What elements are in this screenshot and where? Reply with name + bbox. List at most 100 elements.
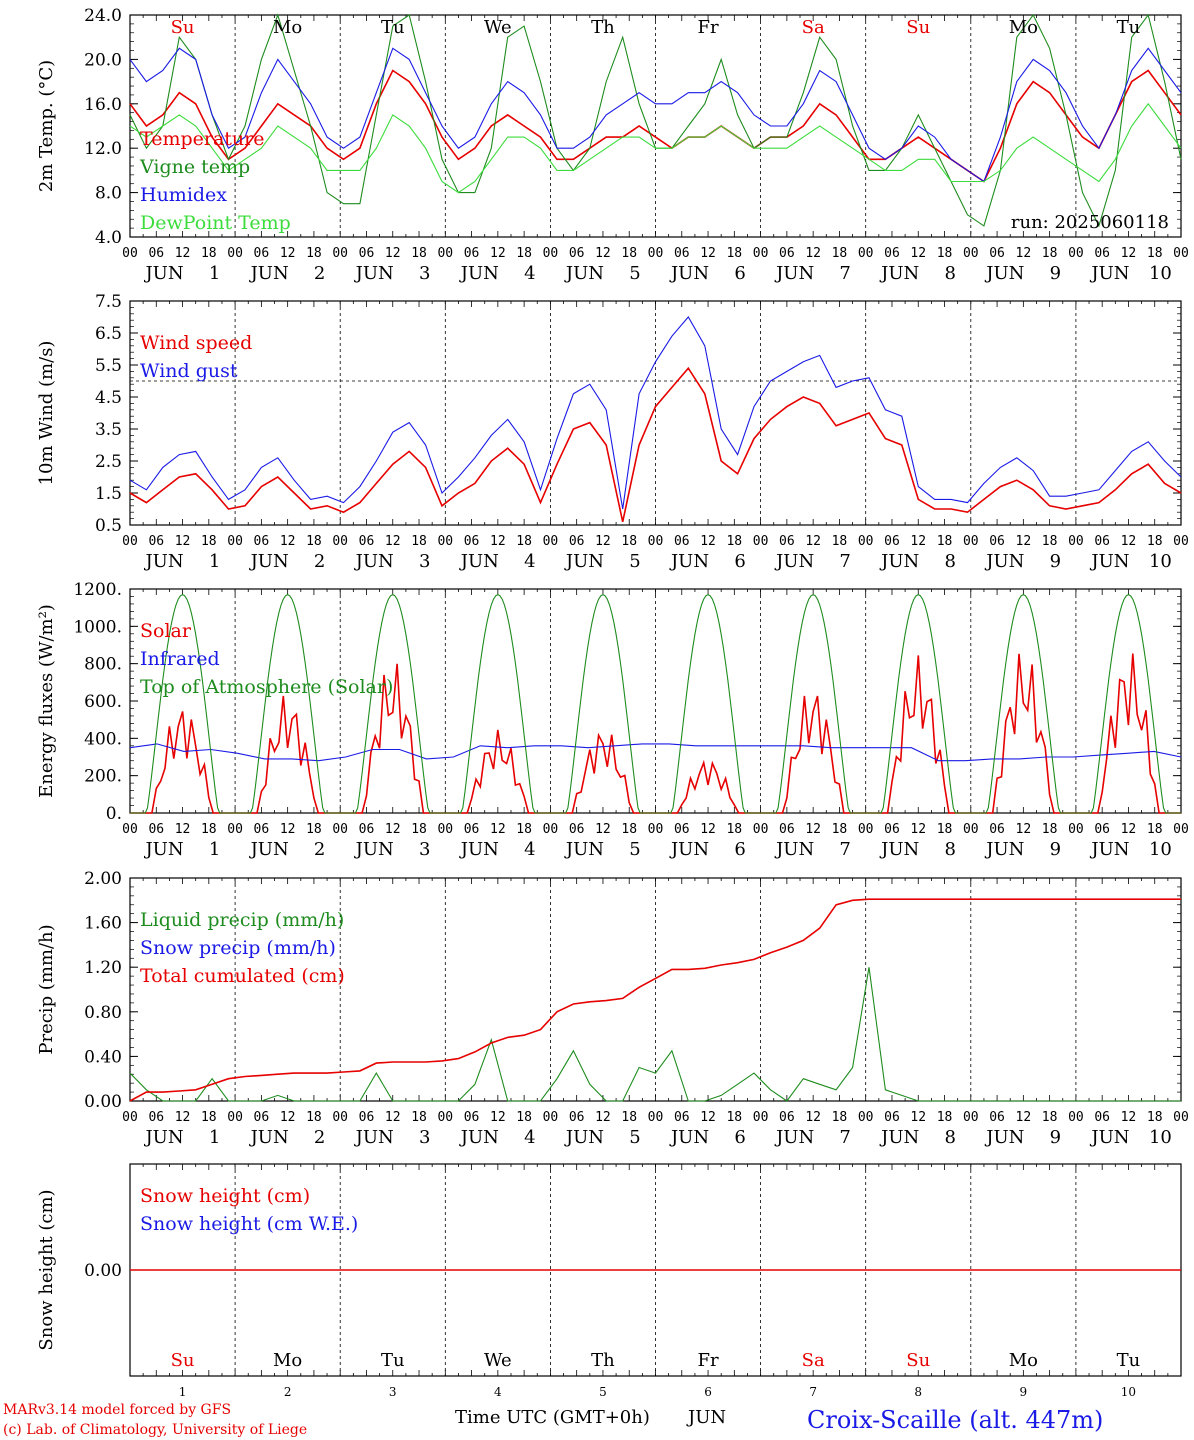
hour-tick-label: 00 [543, 246, 559, 261]
day-number-label: 3 [419, 263, 430, 284]
hour-tick-label: 06 [779, 246, 795, 261]
y-tick-label: 4.0 [95, 228, 122, 248]
hour-tick-label: 12 [700, 1110, 716, 1125]
hour-tick-label: 00 [332, 534, 348, 549]
hour-tick-label: 06 [674, 822, 690, 837]
hour-tick-label: 00 [122, 1110, 138, 1125]
hour-tick-label: 12 [175, 1110, 191, 1125]
y-tick-label: 16.0 [84, 95, 122, 115]
hour-tick-label: 06 [359, 822, 375, 837]
series-liquid-precip-mm-h- [129, 967, 1181, 1102]
hour-tick-label: 00 [648, 534, 664, 549]
hour-tick-label: 18 [832, 246, 848, 261]
hour-tick-label: 00 [1068, 534, 1084, 549]
day-number-label: 6 [734, 263, 745, 284]
day-month-label: JUN [984, 263, 1024, 284]
hour-tick-label: 00 [227, 1110, 243, 1125]
day-month-label: JUN [564, 263, 604, 284]
hour-tick-label: 12 [910, 246, 926, 261]
day-number-label: 6 [734, 839, 745, 860]
hour-tick-label: 00 [122, 822, 138, 837]
day-number-label: 2 [314, 839, 325, 860]
day-number-label: 5 [629, 263, 640, 284]
day-number-label: 3 [419, 839, 430, 860]
series-total-cumulated-cm- [129, 898, 1181, 1102]
series-wind-gust [129, 316, 1182, 510]
day-month-label: JUN [459, 551, 499, 572]
y-axis-title: Energy fluxes (W/m²) [36, 604, 57, 798]
y-tick-label: 0.5 [95, 516, 122, 536]
hour-tick-label: 18 [1042, 534, 1058, 549]
day-number-label: 5 [629, 1127, 640, 1148]
hour-tick-label: 18 [621, 822, 637, 837]
y-tick-label: 200. [84, 767, 122, 787]
hour-tick-label: 00 [122, 534, 138, 549]
hour-tick-label: 00 [753, 1110, 769, 1125]
day-number-label: 4 [524, 263, 535, 284]
y-tick-label: 1000. [73, 617, 122, 637]
y-tick-label: 1.20 [84, 958, 122, 978]
day-month-label: JUN [669, 839, 709, 860]
y-tick-label: 12.0 [84, 139, 122, 159]
hour-tick-label: 00 [1068, 822, 1084, 837]
hour-tick-label: 12 [490, 246, 506, 261]
hour-tick-label: 18 [621, 246, 637, 261]
y-tick-label: 20.0 [84, 50, 122, 70]
series-dewpoint-temp [129, 102, 1182, 194]
hour-tick-label: 00 [963, 1110, 979, 1125]
day-month-label: JUN [459, 1127, 499, 1148]
hour-tick-label: 18 [201, 822, 217, 837]
weekday-label: Th [591, 1350, 615, 1371]
y-tick-label: 600. [84, 692, 122, 712]
day-month-label: JUN [1089, 551, 1129, 572]
hour-tick-label: 18 [832, 1110, 848, 1125]
hour-tick-label: 18 [1147, 822, 1163, 837]
hour-tick-label: 06 [359, 246, 375, 261]
hour-tick-label: 12 [910, 822, 926, 837]
hour-tick-label: 18 [937, 822, 953, 837]
weekday-label: Su [906, 17, 930, 38]
hour-tick-label: 00 [648, 1110, 664, 1125]
hour-tick-label: 12 [805, 822, 821, 837]
day-month-label: JUN [984, 551, 1024, 572]
y-tick-label: 0. [106, 804, 122, 824]
hour-tick-label: 06 [1094, 1110, 1110, 1125]
legend-solar: Solar [140, 620, 192, 642]
hour-tick-label: 00 [122, 246, 138, 261]
hour-tick-label: 18 [411, 1110, 427, 1125]
hour-tick-label: 06 [254, 246, 270, 261]
day-month-label: JUN [459, 263, 499, 284]
hour-tick-label: 12 [595, 534, 611, 549]
hour-tick-label: 12 [1121, 534, 1137, 549]
y-axis-title: Snow height (cm) [36, 1189, 57, 1350]
hour-tick-label: 12 [1121, 1110, 1137, 1125]
day-month-label: JUN [879, 1127, 919, 1148]
hour-tick-label: 06 [1094, 822, 1110, 837]
day-number-label: 10 [1149, 1127, 1172, 1148]
hour-tick-label: 06 [569, 246, 585, 261]
hour-tick-label: 06 [569, 1110, 585, 1125]
day-number-small: 9 [1020, 1385, 1028, 1399]
day-month-label: JUN [669, 1127, 709, 1148]
hour-tick-label: 00 [858, 1110, 874, 1125]
legend-snow-height-cm-: Snow height (cm) [140, 1185, 310, 1207]
hour-tick-label: 12 [700, 822, 716, 837]
day-number-label: 7 [839, 263, 850, 284]
hour-tick-label: 18 [726, 246, 742, 261]
hour-tick-label: 06 [464, 246, 480, 261]
y-tick-label: 2.00 [84, 869, 122, 889]
day-number-label: 8 [945, 263, 956, 284]
hour-tick-label: 06 [884, 822, 900, 837]
day-month-label: JUN [774, 263, 814, 284]
hour-tick-label: 12 [1121, 246, 1137, 261]
hour-tick-label: 18 [306, 1110, 322, 1125]
hour-tick-label: 18 [1042, 1110, 1058, 1125]
hour-tick-label: 00 [543, 534, 559, 549]
hour-tick-label: 00 [332, 822, 348, 837]
hour-tick-label: 00 [543, 1110, 559, 1125]
hour-tick-label: 12 [1016, 822, 1032, 837]
hour-tick-label: 00 [437, 1110, 453, 1125]
day-number-small: 3 [389, 1385, 397, 1399]
hour-tick-label: 18 [621, 534, 637, 549]
hour-tick-label: 00 [227, 534, 243, 549]
